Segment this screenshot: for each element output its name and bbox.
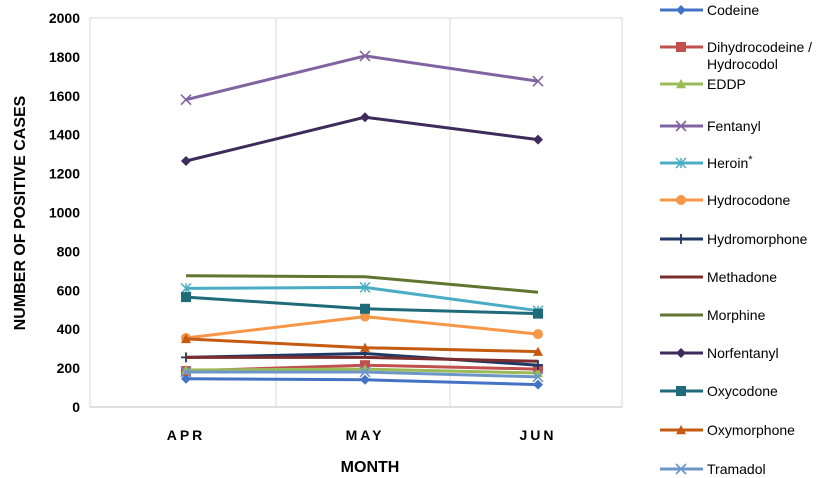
data-point-tramadol bbox=[532, 371, 544, 383]
legend-marker-dihydrocodeine-hydrocodol bbox=[676, 42, 686, 52]
series-group bbox=[180, 50, 544, 390]
y-tick-label: 400 bbox=[57, 321, 81, 337]
data-point-norfentanyl bbox=[533, 134, 543, 145]
series-methadone bbox=[186, 355, 539, 363]
legend-marker-oxymorphone bbox=[676, 425, 686, 435]
data-point-heroin bbox=[180, 282, 192, 294]
y-axis-ticks: 0 200 400 600 800 1000 1200 1400 1600 1800 2000 bbox=[49, 10, 80, 415]
data-point-fentanyl bbox=[180, 94, 192, 106]
data-point-fentanyl bbox=[359, 50, 371, 62]
y-tick-label: 1200 bbox=[49, 166, 80, 182]
legend-item-dihydrocodeine-hydrocodol: Dihydrocodeine / Hydrocodol bbox=[660, 39, 812, 72]
legend-label-morphine: Morphine bbox=[707, 307, 766, 323]
legend-item-oxymorphone: Oxymorphone bbox=[660, 422, 795, 438]
series-oxycodone bbox=[181, 292, 543, 319]
series-oxymorphone bbox=[181, 333, 543, 356]
legend-label-dihydrocodeine-hydrocodol: Dihydrocodeine / Hydrocodol bbox=[707, 39, 812, 72]
series-line-fentanyl bbox=[185, 54, 539, 102]
legend-marker-hydrocodone bbox=[676, 195, 686, 205]
data-point-oxymorphone bbox=[360, 342, 370, 352]
legend-marker-hydromorphone bbox=[676, 234, 686, 244]
data-point-codeine bbox=[533, 379, 543, 390]
x-tick-label: MAY bbox=[346, 427, 385, 443]
data-point-oxycodone bbox=[360, 303, 370, 314]
y-tick-label: 600 bbox=[57, 282, 81, 298]
legend-item-oxycodone: Oxycodone bbox=[660, 383, 778, 399]
data-point-oxymorphone bbox=[533, 346, 543, 356]
legend-item-heroin: Heroin* bbox=[660, 154, 753, 171]
legend-label-oxycodone: Oxycodone bbox=[707, 383, 778, 399]
data-point-oxycodone bbox=[181, 292, 191, 303]
series-tramadol bbox=[180, 366, 544, 383]
x-tick-label: APR bbox=[167, 427, 206, 443]
y-tick-label: 800 bbox=[57, 243, 81, 259]
series-norfentanyl bbox=[181, 112, 543, 166]
legend-item-methadone: Methadone bbox=[660, 269, 777, 285]
legend-label-hydrocodone: Hydrocodone bbox=[707, 192, 790, 208]
legend-item-codeine: Codeine bbox=[660, 2, 759, 18]
y-tick-label: 1400 bbox=[49, 127, 80, 143]
series-hydrocodone bbox=[181, 311, 543, 343]
grid bbox=[89, 17, 623, 408]
legend: Codeine Dihydrocodeine / Hydrocodol EDDP Fen… bbox=[660, 2, 812, 477]
data-point-codeine bbox=[181, 373, 191, 384]
y-tick-label: 1800 bbox=[49, 49, 80, 65]
series-line-norfentanyl bbox=[185, 115, 539, 163]
legend-marker-tramadol bbox=[675, 463, 687, 475]
x-tick-label: JUN bbox=[519, 427, 556, 443]
x-axis-title: MONTH bbox=[341, 459, 400, 476]
legend-marker-codeine bbox=[676, 5, 686, 15]
legend-marker-heroin bbox=[675, 157, 687, 169]
y-axis-title: NUMBER OF POSITIVE CASES bbox=[12, 95, 29, 330]
legend-marker-norfentanyl bbox=[676, 348, 686, 358]
data-point-hydromorphone bbox=[533, 360, 543, 371]
legend-label-methadone: Methadone bbox=[707, 269, 777, 285]
legend-label-fentanyl: Fentanyl bbox=[707, 118, 761, 134]
series-morphine bbox=[185, 274, 539, 294]
legend-item-norfentanyl: Norfentanyl bbox=[660, 345, 779, 361]
data-point-hydrocodone bbox=[360, 311, 370, 322]
data-point-tramadol bbox=[359, 366, 371, 378]
legend-label-eddp: EDDP bbox=[707, 76, 746, 92]
y-tick-label: 200 bbox=[57, 360, 81, 376]
series-line-methadone bbox=[186, 355, 539, 363]
series-line-morphine bbox=[185, 274, 539, 294]
y-tick-label: 2000 bbox=[49, 10, 80, 26]
legend-item-eddp: EDDP bbox=[660, 76, 746, 92]
legend-marker-oxycodone bbox=[676, 386, 686, 396]
legend-label-codeine: Codeine bbox=[707, 2, 759, 18]
series-codeine bbox=[181, 373, 543, 390]
y-tick-label: 1600 bbox=[49, 88, 80, 104]
data-point-oxycodone bbox=[533, 308, 543, 319]
legend-item-hydromorphone: Hydromorphone bbox=[660, 231, 808, 247]
legend-label-tramadol: Tramadol bbox=[707, 461, 766, 477]
legend-item-fentanyl: Fentanyl bbox=[660, 118, 761, 134]
legend-marker-eddp bbox=[676, 79, 686, 89]
legend-marker-fentanyl bbox=[675, 120, 687, 132]
legend-item-tramadol: Tramadol bbox=[660, 461, 766, 477]
data-point-norfentanyl bbox=[360, 112, 370, 123]
legend-label-heroin: Heroin* bbox=[707, 154, 753, 171]
legend-label-hydromorphone: Hydromorphone bbox=[707, 231, 808, 247]
series-fentanyl bbox=[180, 50, 544, 106]
data-point-hydrocodone bbox=[533, 329, 543, 340]
legend-label-norfentanyl: Norfentanyl bbox=[707, 345, 779, 361]
legend-item-morphine: Morphine bbox=[660, 307, 766, 323]
legend-label-oxymorphone: Oxymorphone bbox=[707, 422, 795, 438]
x-axis-ticks: APR MAY JUN bbox=[167, 427, 556, 443]
data-point-oxymorphone bbox=[181, 333, 191, 344]
data-point-tramadol bbox=[180, 366, 192, 378]
legend-item-hydrocodone: Hydrocodone bbox=[660, 192, 790, 208]
data-point-norfentanyl bbox=[181, 155, 191, 166]
y-tick-label: 1000 bbox=[49, 205, 80, 221]
data-point-codeine bbox=[360, 374, 370, 385]
y-tick-label: 0 bbox=[72, 399, 80, 415]
data-point-fentanyl bbox=[532, 75, 544, 87]
data-point-heroin bbox=[359, 281, 371, 293]
